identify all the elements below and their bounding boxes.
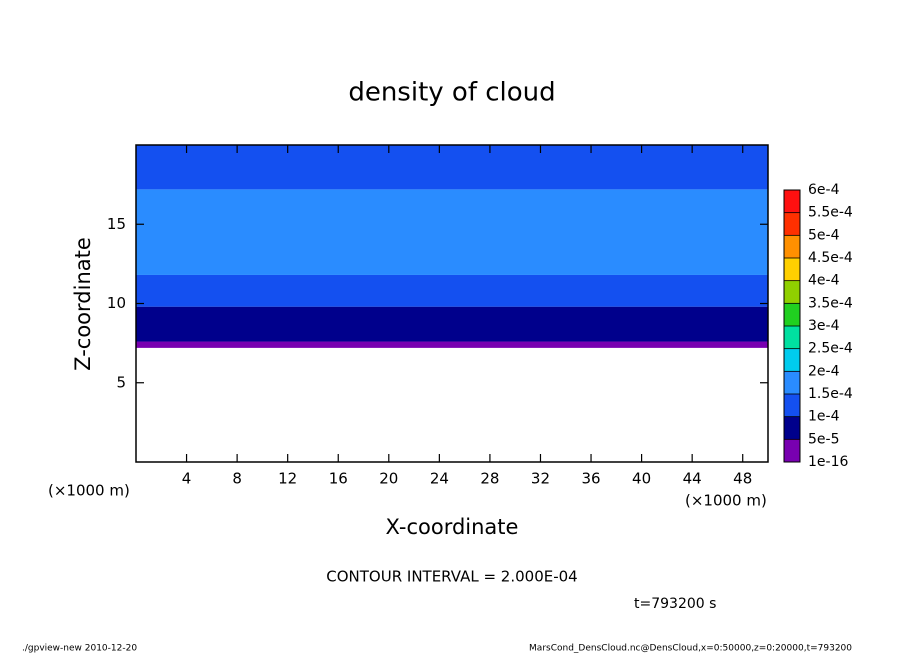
- colorbar-label: 3e-4: [808, 318, 840, 334]
- x-tick-label: 8: [232, 470, 242, 488]
- contour-band: [136, 274, 768, 307]
- colorbar-swatch: [784, 348, 800, 372]
- colorbar-swatch: [784, 371, 800, 394]
- colorbar-swatch: [784, 235, 800, 258]
- contour-band: [136, 145, 768, 190]
- colorbar-swatch: [784, 190, 800, 213]
- x-unit-label: (×1000 m): [685, 492, 767, 510]
- colorbar-label: 6e-4: [808, 182, 840, 198]
- contour-band: [136, 306, 768, 342]
- colorbar-label: 5e-5: [808, 431, 839, 447]
- colorbar-label: 3.5e-4: [808, 295, 853, 311]
- y-unit-label: (×1000 m): [48, 482, 130, 500]
- colorbar-swatch: [784, 303, 800, 326]
- colorbar-label: 2e-4: [808, 363, 840, 379]
- colorbar-label: 4.5e-4: [808, 250, 853, 266]
- colorbar-swatch: [784, 212, 800, 236]
- colorbar-swatch: [784, 258, 800, 281]
- x-tick-label: 24: [430, 470, 449, 488]
- x-axis-label: X-coordinate: [386, 515, 519, 539]
- colorbar-label: 1.5e-4: [808, 386, 853, 402]
- x-tick-label: 40: [632, 470, 651, 488]
- x-tick-label: 32: [531, 470, 550, 488]
- x-tick-label: 28: [480, 470, 499, 488]
- colorbar-label: 1e-16: [808, 454, 848, 470]
- x-tick-label: 48: [733, 470, 752, 488]
- y-axis-label: Z-coordinate: [71, 237, 95, 371]
- footer-right: MarsCond_DensCloud.nc@DensCloud,x=0:5000…: [529, 644, 852, 654]
- colorbar-swatch: [784, 439, 800, 462]
- x-tick-label: 44: [683, 470, 702, 488]
- footer-left: ./gpview-new 2010-12-20: [22, 644, 137, 654]
- x-tick-label: 36: [581, 470, 600, 488]
- contour-band: [136, 189, 768, 275]
- y-tick-label: 10: [107, 294, 126, 312]
- contour-band: [136, 341, 768, 348]
- colorbar-swatch: [784, 416, 800, 440]
- colorbar-swatch: [784, 326, 800, 349]
- y-tick-label: 5: [116, 373, 126, 391]
- x-tick-label: 16: [329, 470, 348, 488]
- x-tick-label: 12: [278, 470, 297, 488]
- chart-title: density of cloud: [348, 78, 555, 108]
- time-label: t=793200 s: [634, 596, 716, 612]
- colorbar-label: 5.5e-4: [808, 205, 853, 221]
- colorbar-label: 1e-4: [808, 409, 840, 425]
- colorbar-swatch: [784, 280, 800, 304]
- colorbar-label: 4e-4: [808, 273, 840, 289]
- y-tick-label: 15: [107, 215, 126, 233]
- contour-note: CONTOUR INTERVAL = 2.000E-04: [326, 568, 577, 586]
- x-tick-label: 4: [182, 470, 192, 488]
- colorbar-label: 2.5e-4: [808, 341, 853, 357]
- x-tick-label: 20: [379, 470, 398, 488]
- colorbar-swatch: [784, 394, 800, 417]
- colorbar-label: 5e-4: [808, 227, 840, 243]
